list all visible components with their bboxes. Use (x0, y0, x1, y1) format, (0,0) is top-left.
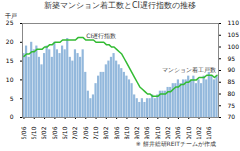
svg-text:CI遅行指数: CI遅行指数 (86, 32, 116, 39)
svg-text:85: 85 (228, 78, 236, 85)
svg-text:09/06: 09/06 (143, 126, 150, 139)
svg-text:08/02: 08/02 (102, 126, 109, 139)
svg-text:07/06: 07/06 (82, 126, 89, 139)
svg-text:08/06: 08/06 (113, 126, 120, 139)
html-text:新築マンション着工数とCI遅行指数の推移: 新築マンション着工数とCI遅行指数の推移 (44, 1, 196, 10)
svg-text:07/02: 07/02 (71, 126, 78, 139)
svg-text:千戸: 千戸 (5, 12, 17, 19)
svg-text:06/06: 06/06 (51, 126, 58, 139)
svg-text:5: 5 (10, 95, 14, 102)
svg-text:110: 110 (228, 19, 240, 26)
svg-text:07/10: 07/10 (92, 126, 99, 139)
svg-text:100: 100 (228, 43, 240, 50)
svg-text:95: 95 (228, 55, 236, 62)
svg-text:0: 0 (10, 113, 14, 120)
svg-text:75: 75 (228, 102, 236, 109)
svg-text:05/10: 05/10 (30, 126, 37, 139)
svg-text:08/10: 08/10 (123, 126, 130, 139)
svg-text:09/02: 09/02 (133, 126, 140, 139)
svg-text:11/06: 11/06 (205, 126, 212, 139)
svg-text:11/02: 11/02 (195, 126, 202, 139)
svg-text:80: 80 (228, 90, 236, 97)
svg-text:105: 105 (228, 31, 240, 38)
html-text:※ 餅井総研REITチームが作成: ※ 餅井総研REITチームが作成 (135, 140, 216, 147)
svg-text:90: 90 (228, 66, 236, 73)
svg-text:70: 70 (228, 113, 236, 120)
svg-text:10: 10 (6, 76, 14, 83)
svg-text:10/10: 10/10 (185, 126, 192, 139)
svg-text:マンション着工戸数: マンション着工戸数 (162, 66, 216, 73)
svg-text:20: 20 (6, 38, 14, 45)
svg-text:09/10: 09/10 (154, 126, 161, 139)
svg-text:06/02: 06/02 (40, 126, 47, 139)
svg-text:25: 25 (6, 19, 14, 26)
svg-text:05/06: 05/06 (20, 126, 27, 139)
svg-text:15: 15 (6, 57, 14, 64)
svg-text:10/06: 10/06 (174, 126, 181, 139)
svg-text:06/10: 06/10 (61, 126, 68, 139)
svg-text:10/02: 10/02 (164, 126, 171, 139)
